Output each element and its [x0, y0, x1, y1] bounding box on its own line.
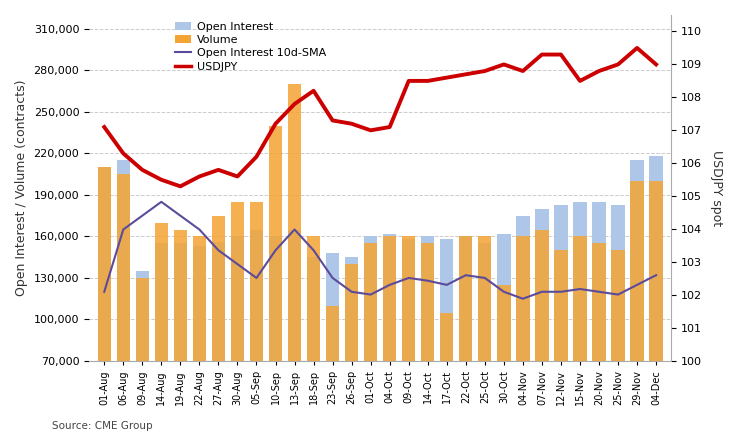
Bar — [517, 216, 530, 433]
Bar — [573, 236, 587, 433]
Bar — [97, 167, 111, 433]
Bar — [193, 236, 206, 433]
Bar — [250, 202, 263, 433]
Bar — [307, 236, 320, 433]
Bar — [173, 229, 187, 433]
Bar — [212, 242, 225, 433]
Bar — [326, 306, 339, 433]
Bar — [231, 236, 244, 433]
Bar — [611, 250, 624, 433]
Bar — [611, 205, 624, 433]
Bar — [136, 278, 149, 433]
Bar — [117, 174, 130, 433]
Bar — [155, 223, 168, 433]
Bar — [383, 236, 396, 433]
Bar — [307, 257, 320, 433]
Bar — [497, 234, 511, 433]
Bar — [117, 160, 130, 433]
Legend: Open Interest, Volume, Open Interest 10d-SMA, USDJPY: Open Interest, Volume, Open Interest 10d… — [170, 17, 331, 76]
Bar — [288, 229, 301, 433]
Bar — [345, 264, 358, 433]
Bar — [136, 271, 149, 433]
Bar — [231, 202, 244, 433]
Bar — [402, 236, 415, 433]
Bar — [535, 209, 548, 433]
Bar — [326, 253, 339, 433]
Bar — [440, 313, 453, 433]
Y-axis label: USDJPY spot: USDJPY spot — [710, 150, 723, 226]
Bar — [364, 236, 377, 433]
Bar — [554, 250, 568, 433]
Bar — [97, 167, 111, 433]
Bar — [630, 160, 644, 433]
Bar — [212, 216, 225, 433]
Bar — [421, 243, 435, 433]
Bar — [173, 243, 187, 433]
Bar — [459, 236, 472, 433]
Bar — [517, 236, 530, 433]
Bar — [593, 243, 606, 433]
Bar — [345, 257, 358, 433]
Bar — [459, 236, 472, 433]
Bar — [440, 239, 453, 433]
Bar — [155, 243, 168, 433]
Bar — [288, 84, 301, 433]
Bar — [478, 243, 492, 433]
Bar — [630, 181, 644, 433]
Bar — [364, 243, 377, 433]
Y-axis label: Open Interest / Volume (contracts): Open Interest / Volume (contracts) — [15, 80, 28, 296]
Bar — [269, 126, 282, 433]
Bar — [269, 236, 282, 433]
Bar — [573, 202, 587, 433]
Bar — [250, 229, 263, 433]
Bar — [478, 236, 492, 433]
Bar — [535, 229, 548, 433]
Bar — [497, 285, 511, 433]
Bar — [593, 202, 606, 433]
Bar — [383, 234, 396, 433]
Bar — [649, 181, 663, 433]
Bar — [421, 236, 435, 433]
Bar — [402, 239, 415, 433]
Bar — [554, 205, 568, 433]
Bar — [193, 246, 206, 433]
Bar — [649, 156, 663, 433]
Text: Source: CME Group: Source: CME Group — [52, 421, 152, 431]
